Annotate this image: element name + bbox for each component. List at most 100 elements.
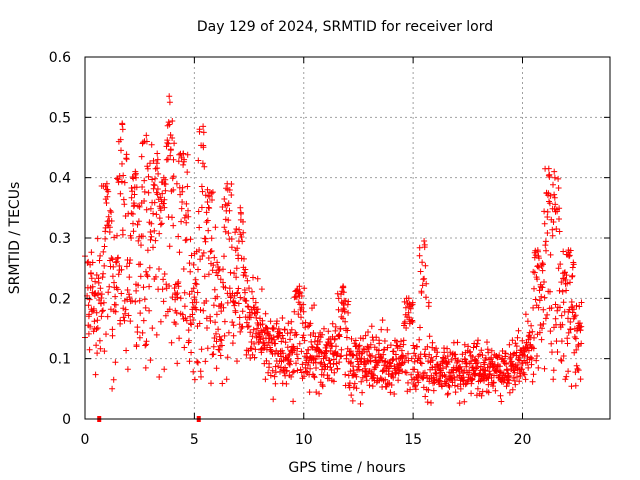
data-point xyxy=(524,359,531,366)
data-point xyxy=(298,369,305,376)
data-point xyxy=(220,304,227,311)
data-point xyxy=(294,345,301,352)
data-point xyxy=(254,325,261,332)
data-point xyxy=(491,372,497,379)
data-point xyxy=(217,336,224,343)
data-point xyxy=(108,218,115,224)
data-point xyxy=(509,386,516,393)
data-point xyxy=(92,371,99,378)
data-point xyxy=(196,126,203,133)
data-point xyxy=(570,261,577,268)
data-point xyxy=(441,349,448,356)
data-point xyxy=(468,358,475,365)
data-point xyxy=(258,345,265,352)
data-point xyxy=(96,337,103,344)
data-point xyxy=(349,397,356,404)
data-point xyxy=(235,285,242,292)
data-point xyxy=(238,325,245,331)
data-point xyxy=(285,320,292,327)
data-point xyxy=(136,334,143,341)
data-point xyxy=(87,323,94,330)
data-point xyxy=(549,226,556,233)
data-point xyxy=(265,369,272,376)
data-point xyxy=(429,339,436,346)
data-point xyxy=(241,269,248,276)
data-point xyxy=(159,286,166,293)
data-point xyxy=(93,342,100,349)
data-point xyxy=(521,349,528,355)
peak-point xyxy=(551,174,558,181)
data-point xyxy=(381,346,388,353)
data-point xyxy=(564,280,571,287)
data-point xyxy=(328,367,335,373)
data-point xyxy=(469,376,476,383)
data-point xyxy=(143,206,150,213)
peak-point xyxy=(237,204,244,211)
data-point xyxy=(364,343,371,350)
data-point xyxy=(416,244,423,251)
data-point xyxy=(295,311,302,318)
data-point xyxy=(214,293,221,300)
data-point xyxy=(112,293,119,300)
data-point xyxy=(188,252,195,259)
data-point xyxy=(335,295,342,302)
data-point xyxy=(329,320,336,327)
data-point xyxy=(205,271,212,278)
data-point xyxy=(416,252,423,259)
data-point xyxy=(138,153,145,160)
data-point xyxy=(345,298,352,305)
data-point xyxy=(238,234,245,240)
data-point xyxy=(383,383,390,390)
data-point xyxy=(294,355,301,362)
data-point xyxy=(350,363,356,370)
data-point xyxy=(225,230,232,237)
data-point xyxy=(485,381,492,388)
data-point xyxy=(570,306,577,313)
data-point xyxy=(306,389,313,396)
data-point xyxy=(211,286,218,293)
y-tick-label: 0.1 xyxy=(49,352,71,368)
data-point xyxy=(196,224,203,231)
data-point xyxy=(381,338,388,344)
data-point xyxy=(419,259,426,266)
data-point xyxy=(345,309,352,316)
axis-ticks xyxy=(84,56,610,420)
data-point xyxy=(358,350,365,357)
data-point xyxy=(109,273,116,280)
data-point xyxy=(434,361,441,368)
data-point xyxy=(474,359,481,366)
data-point xyxy=(445,358,452,365)
data-point xyxy=(336,333,343,340)
data-point xyxy=(222,228,229,235)
data-point xyxy=(290,368,297,375)
data-point xyxy=(199,188,206,195)
data-point xyxy=(473,392,480,399)
data-point xyxy=(418,289,425,296)
data-point xyxy=(244,277,251,284)
data-point xyxy=(212,224,219,231)
data-point xyxy=(123,263,130,270)
data-point xyxy=(405,350,411,357)
data-point xyxy=(142,364,149,371)
data-point xyxy=(430,387,437,394)
data-point xyxy=(112,308,119,315)
data-point xyxy=(141,177,148,184)
data-point xyxy=(204,345,211,352)
data-point xyxy=(109,256,116,263)
data-point xyxy=(150,210,157,217)
data-point xyxy=(560,299,567,306)
data-point xyxy=(170,156,177,163)
data-point xyxy=(231,302,238,309)
data-point xyxy=(118,147,124,154)
data-point xyxy=(157,318,164,325)
data-point xyxy=(537,322,544,328)
data-point xyxy=(126,260,133,267)
data-point xyxy=(228,192,235,198)
data-point xyxy=(412,386,419,393)
data-point xyxy=(444,353,451,360)
data-point xyxy=(384,326,391,333)
peak-point xyxy=(551,168,558,175)
data-point xyxy=(200,249,207,256)
data-point xyxy=(397,343,403,350)
peak-point xyxy=(238,210,244,217)
